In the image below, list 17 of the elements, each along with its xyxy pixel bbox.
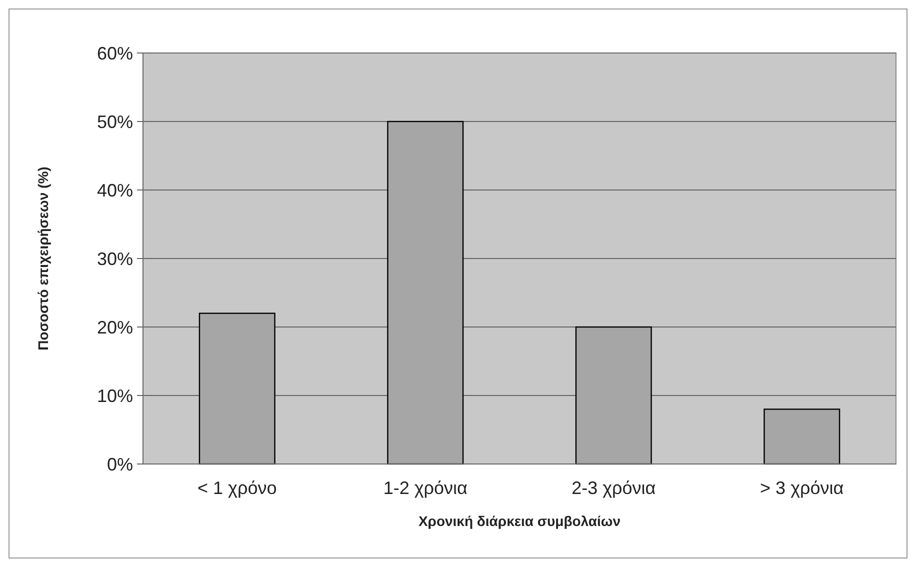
bar <box>764 408 840 465</box>
x-tick-label: 1-2 χρόνια <box>383 478 468 498</box>
y-axis-title: Ποσοστό επιχειρήσεων (%) <box>35 166 51 350</box>
y-tick-label: 20% <box>96 317 133 338</box>
y-tick-label: 60% <box>96 43 133 64</box>
x-axis-title: Χρονική διάρκεια συμβολαίων <box>418 513 621 529</box>
y-tick-label: 30% <box>96 248 133 269</box>
bar <box>387 120 464 465</box>
y-tick-label: 50% <box>96 112 133 132</box>
y-tick-label: 10% <box>96 386 133 406</box>
bar <box>198 312 276 465</box>
x-tick-label: 2-3 χρόνια <box>572 478 656 498</box>
y-tick-label: 0% <box>106 454 133 474</box>
x-tick-label: < 1 χρόνο <box>198 478 277 498</box>
x-tick-label: > 3 χρόνια <box>760 478 844 498</box>
y-tick-label: 40% <box>96 180 133 200</box>
bar <box>575 326 652 465</box>
